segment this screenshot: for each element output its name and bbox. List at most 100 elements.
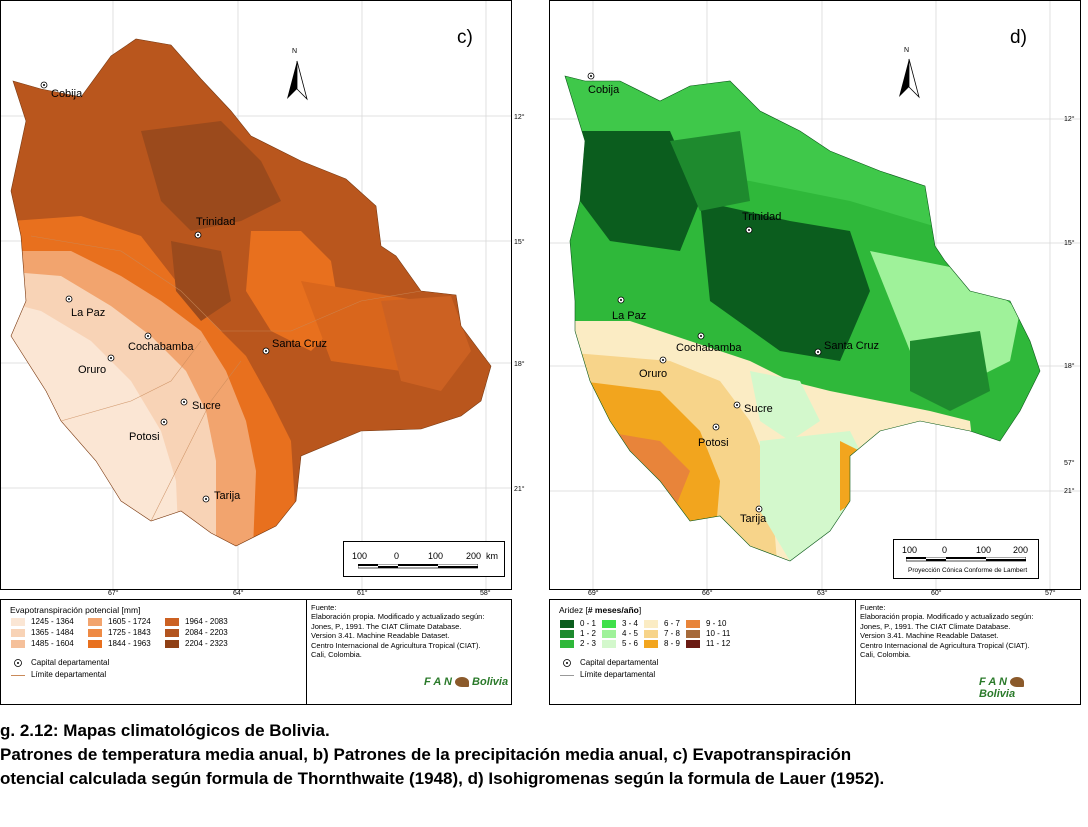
scale-bar-graphic <box>358 564 478 569</box>
capital-symbol-icon <box>563 659 571 667</box>
legend-label: 7 - 8 <box>664 629 681 638</box>
limit-legend-label: Límite departamental <box>31 670 107 679</box>
scale-label-200: 200 <box>1013 545 1029 555</box>
north-arrow-icon <box>287 60 308 101</box>
legend-swatch <box>165 618 179 626</box>
bird-logo-icon <box>1009 677 1024 688</box>
legend-label: 1485 - 1604 <box>31 639 74 648</box>
north-label: N <box>292 48 298 55</box>
legend-label: 8 - 9 <box>664 639 681 648</box>
legend-swatch <box>11 640 25 648</box>
legend-title-prefix: Aridez [ <box>559 605 588 615</box>
legend-swatch <box>11 629 25 637</box>
legend-swatch <box>88 640 102 648</box>
legend-swatch <box>88 618 102 626</box>
legend-swatch <box>88 629 102 637</box>
city-label-sucre: Sucre <box>192 400 221 412</box>
limit-line-icon <box>560 675 574 676</box>
caption-line-2: Patrones de temperatura media anual, b) … <box>0 745 852 764</box>
lon-tick: 61° <box>357 590 368 597</box>
source-line: Fuente: <box>311 603 337 612</box>
capital-marker-dots <box>43 84 267 500</box>
legend-label: 9 - 10 <box>706 619 727 628</box>
capital-markers <box>587 72 822 513</box>
evapotranspiration-map: c) N Cobija Trinidad La Paz Cochabamba S… <box>0 0 512 590</box>
source-line: Version 3.41. Machine Readable Dataset. <box>860 631 999 641</box>
lon-tick: 67° <box>108 590 119 597</box>
panel-letter-c: c) <box>457 27 473 48</box>
legend-swatch <box>560 640 574 648</box>
legend-label: 1605 - 1724 <box>108 617 151 626</box>
evapotranspiration-map-svg <box>1 1 511 589</box>
lon-tick: 64° <box>233 590 244 597</box>
capital-markers <box>40 81 270 503</box>
legend-label: 1245 - 1364 <box>31 617 74 626</box>
legend-swatch <box>686 620 700 628</box>
left-legend: Evapotranspiración potencial [mm] 1245 -… <box>0 599 512 705</box>
legend-label: 11 - 12 <box>706 639 731 648</box>
legend-swatch <box>686 630 700 638</box>
legend-title: Aridez [# meses/año] <box>559 605 641 615</box>
lon-tick-extra: 57° <box>1064 460 1075 467</box>
limit-line-icon <box>11 675 25 676</box>
city-label-potosi: Potosi <box>129 431 160 443</box>
logo-text-bolivia: Bolivia <box>979 688 1016 700</box>
city-label-cobija: Cobija <box>588 84 620 96</box>
city-label-cochabamba: Cochabamba <box>676 342 742 354</box>
city-label-santa-cruz: Santa Cruz <box>272 338 328 350</box>
source-line: Elaboración propia. Modificado y actuali… <box>311 612 485 622</box>
legend-divider <box>306 600 307 704</box>
city-label-santa-cruz: Santa Cruz <box>824 340 880 352</box>
legend-label: 10 - 11 <box>706 629 731 638</box>
lat-tick: 12° <box>1064 116 1075 123</box>
lon-tick: 57° <box>1045 590 1056 597</box>
limit-legend-label: Límite departamental <box>580 670 656 679</box>
legend-title: Evapotranspiración potencial [mm] <box>10 605 141 615</box>
lat-tick: 21° <box>514 486 525 493</box>
caption-line-3: otencial calculada según formula de Thor… <box>0 769 885 788</box>
city-label-la-paz: La Paz <box>71 307 106 319</box>
fan-bolivia-logo: F A N Bolivia <box>424 676 508 688</box>
legend-swatch <box>602 640 616 648</box>
source-line: Cali, Colombia. <box>860 650 911 660</box>
panel-letter-d: d) <box>1010 27 1027 48</box>
city-label-tarija: Tarija <box>740 513 767 525</box>
city-label-cobija: Cobija <box>51 88 83 100</box>
lon-tick: 60° <box>931 590 942 597</box>
lon-tick: 63° <box>817 590 828 597</box>
legend-label: 1 - 2 <box>580 629 597 638</box>
logo-text-fan: F A N <box>424 676 452 688</box>
legend-label: 0 - 1 <box>580 619 597 628</box>
source-note: Fuente: Elaboración propia. Modificado y… <box>860 603 1058 659</box>
scale-bar-graphic <box>906 557 1026 562</box>
legend-label: 2 - 3 <box>580 639 597 648</box>
legend-label: 3 - 4 <box>622 619 639 628</box>
legend-swatch <box>560 630 574 638</box>
legend-swatch <box>165 629 179 637</box>
country-outline <box>10 38 492 547</box>
legend-swatch <box>644 630 658 638</box>
legend-swatch <box>602 620 616 628</box>
legend-swatch <box>602 630 616 638</box>
aridity-map-svg <box>550 1 1080 589</box>
source-line: Jones, P., 1991. The CIAT Climate Databa… <box>311 621 462 631</box>
north-arrow-icon <box>899 58 920 99</box>
source-line: Jones, P., 1991. The CIAT Climate Databa… <box>860 621 1011 631</box>
lon-tick: 58° <box>480 590 491 597</box>
capital-symbol-icon <box>14 659 22 667</box>
lon-tick: 69° <box>588 590 599 597</box>
city-label-tarija: Tarija <box>214 490 241 502</box>
scale-label-100-left: 100 <box>352 551 368 561</box>
source-line: Centro Internacional de Agricultura Trop… <box>311 640 481 650</box>
logo-text-bolivia: Bolivia <box>472 676 509 688</box>
city-label-potosi: Potosi <box>698 437 729 449</box>
lat-tick: 15° <box>514 239 525 246</box>
source-line: Elaboración propia. Modificado y actuali… <box>860 612 1034 622</box>
right-map-panel: d) N Cobija Trinidad La Paz Cochabamba S… <box>549 0 1081 705</box>
aridity-map: d) N Cobija Trinidad La Paz Cochabamba S… <box>549 0 1081 590</box>
legend-swatch <box>560 620 574 628</box>
source-line: Fuente: <box>860 603 886 612</box>
scale-label-0: 0 <box>942 545 948 555</box>
lat-tick: 12° <box>514 114 525 121</box>
scale-label-100: 100 <box>428 551 444 561</box>
